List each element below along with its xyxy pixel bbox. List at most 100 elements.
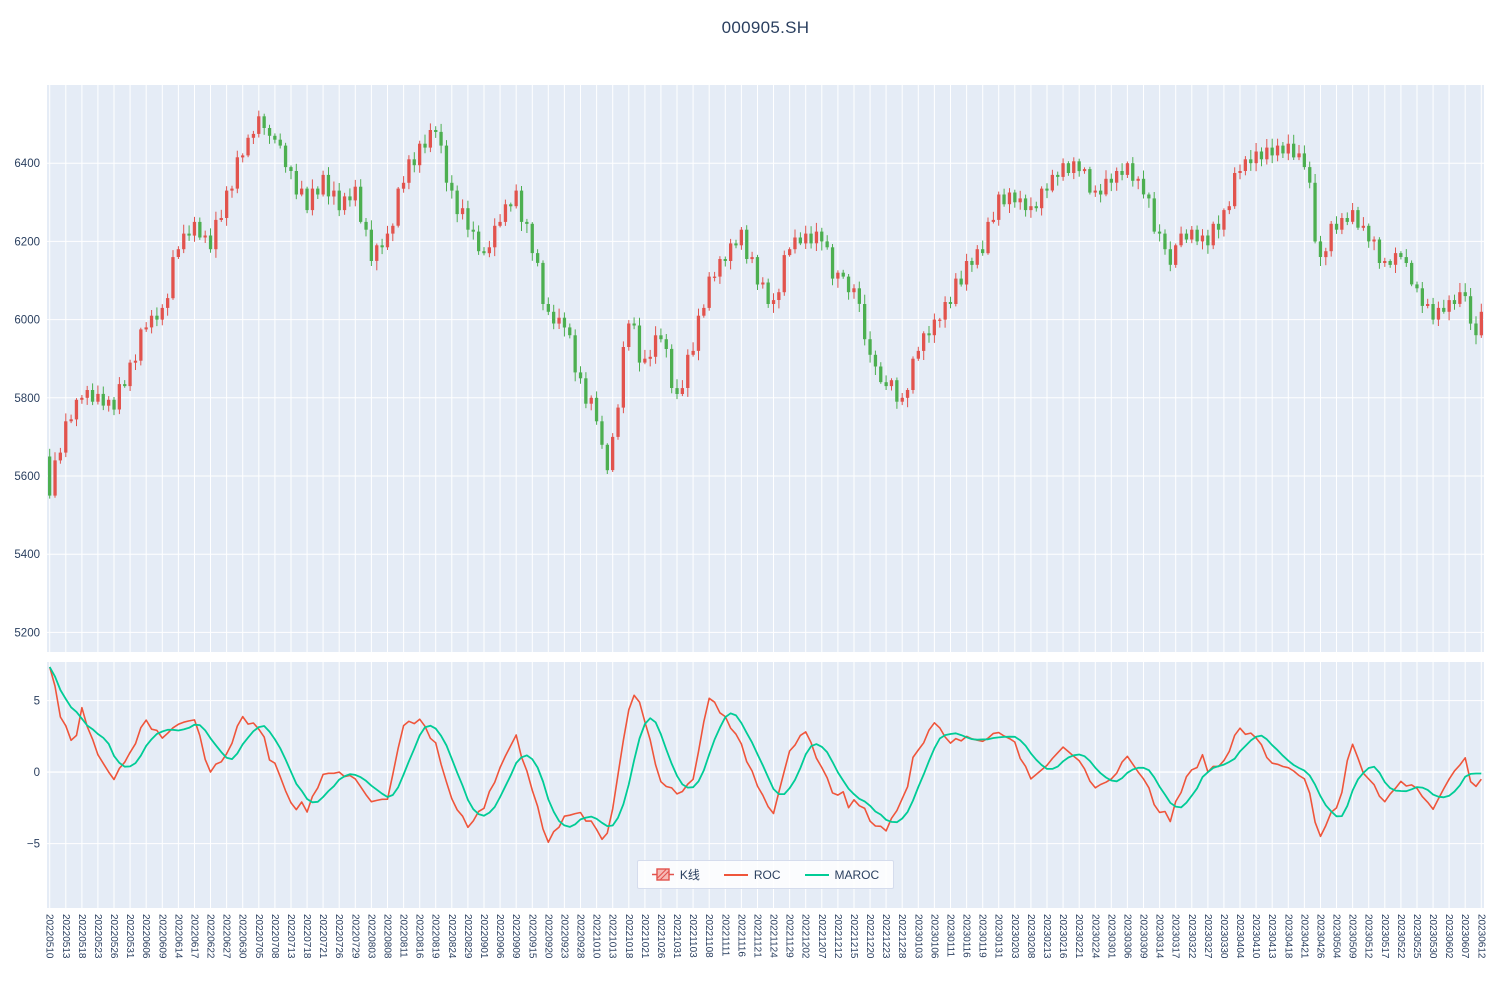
- date-axis-tick: 20230525: [1411, 914, 1422, 959]
- legend: K线 ROC MAROC: [47, 860, 1484, 889]
- date-axis-tick: 20220630: [237, 914, 248, 959]
- date-axis-tick: 20230607: [1459, 914, 1470, 959]
- date-axis-tick: 20220816: [414, 914, 425, 959]
- date-axis-tick: 20230309: [1138, 914, 1149, 959]
- date-axis-tick: 20221129: [784, 914, 795, 958]
- date-axis-tick: 20221124: [768, 914, 779, 958]
- date-axis-tick: 20220622: [205, 914, 216, 959]
- date-axis-tick: 20230221: [1073, 914, 1084, 959]
- date-axis-tick: 20230322: [1186, 914, 1197, 959]
- legend-label-roc: ROC: [753, 867, 781, 882]
- price-axis-tick: 6200: [14, 236, 40, 248]
- date-axis-tick: 20230410: [1250, 914, 1261, 959]
- maroc-line-icon: [804, 873, 829, 876]
- roc-line-icon: [723, 873, 748, 876]
- date-axis-tick: 20230509: [1347, 914, 1358, 959]
- date-axis-tick: 20220726: [333, 914, 344, 959]
- date-axis-tick: 20230404: [1234, 914, 1245, 959]
- date-axis-tick: 20221013: [607, 914, 618, 959]
- date-axis-tick: 20220909: [510, 914, 521, 959]
- date-axis-tick: 20221111: [719, 914, 730, 957]
- date-axis-tick: 20221108: [703, 914, 714, 958]
- legend-label-maroc: MAROC: [834, 867, 880, 882]
- date-axis-tick: 20230413: [1266, 914, 1277, 959]
- legend-item-kline[interactable]: K线: [651, 866, 700, 883]
- main-panel-bg: [47, 85, 1484, 652]
- date-axis-tick: 20230330: [1218, 914, 1229, 959]
- date-axis-tick: 20230106: [928, 914, 939, 959]
- date-axis-tick: 20220721: [317, 914, 328, 959]
- date-axis-tick: 20221116: [735, 914, 746, 957]
- date-axis-tick: 20221212: [832, 914, 843, 959]
- price-axis-tick: 6400: [14, 158, 40, 170]
- date-axis-tick: 20220518: [76, 914, 87, 959]
- date-axis-tick: 20220614: [172, 914, 183, 959]
- maroc-line: [48, 666, 1482, 828]
- date-axis-tick: 20220617: [189, 914, 200, 959]
- date-axis-tick: 20220906: [494, 914, 505, 959]
- date-axis-tick: 20230418: [1282, 914, 1293, 959]
- price-axis-tick: 5400: [14, 549, 40, 561]
- date-axis: 20220510 20220513 20220518 20220523 20220526…: [44, 914, 1487, 959]
- date-axis-tick: 20230224: [1089, 914, 1100, 959]
- date-axis-tick: 20220803: [365, 914, 376, 959]
- chart-title: 000905.SH: [721, 18, 810, 37]
- date-axis-tick: 20230216: [1057, 914, 1068, 959]
- date-axis-tick: 20230213: [1041, 914, 1052, 959]
- date-axis-tick: 20221031: [671, 914, 682, 959]
- date-axis-tick: 20221215: [848, 914, 859, 959]
- osc-axis-tick: 5: [34, 696, 40, 708]
- date-axis-tick: 20221223: [880, 914, 891, 959]
- osc-axis-tick: −5: [27, 839, 40, 851]
- date-axis-tick: 20230530: [1427, 914, 1438, 959]
- date-axis-tick: 20220923: [558, 914, 569, 959]
- date-axis-tick: 20220609: [156, 914, 167, 959]
- date-axis-tick: 20230103: [912, 914, 923, 959]
- date-axis-tick: 20221202: [800, 914, 811, 959]
- date-axis-tick: 20220705: [253, 914, 264, 959]
- date-axis-tick: 20220606: [140, 914, 151, 959]
- date-axis-tick: 20221021: [639, 914, 650, 959]
- price-axis-tick: 5600: [14, 471, 40, 483]
- date-axis-tick: 20230208: [1025, 914, 1036, 959]
- date-axis-tick: 20220708: [269, 914, 280, 959]
- date-axis-tick: 20230111: [945, 914, 956, 957]
- osc-axis-tick: 0: [34, 767, 40, 779]
- kline-swatch-icon: [651, 868, 674, 881]
- date-axis-tick: 20230612: [1475, 914, 1486, 959]
- price-axis-tick: 5200: [14, 627, 40, 639]
- date-axis-tick: 20230131: [993, 914, 1004, 959]
- legend-item-maroc[interactable]: MAROC: [804, 867, 880, 882]
- date-axis-tick: 20220824: [446, 914, 457, 959]
- price-axis: 5200 5400 5600 5800 6000 6200 6400: [14, 158, 40, 639]
- date-axis-tick: 20230426: [1315, 914, 1326, 959]
- date-axis-tick: 20221121: [752, 914, 763, 958]
- date-axis-tick: 20220729: [349, 914, 360, 959]
- legend-label-kline: K线: [679, 868, 700, 882]
- legend-item-roc[interactable]: ROC: [723, 867, 781, 882]
- osc-axis: −5 0 5: [27, 696, 40, 851]
- date-axis-tick: 20220819: [430, 914, 441, 959]
- date-axis-tick: 20221103: [687, 914, 698, 958]
- date-axis-tick: 20221207: [816, 914, 827, 959]
- candlestick-series: [48, 110, 1483, 499]
- legend-box: K线 ROC MAROC: [636, 860, 895, 889]
- date-axis-tick: 20220513: [60, 914, 71, 959]
- date-axis-tick: 20230504: [1331, 914, 1342, 959]
- date-axis-tick: 20230317: [1170, 914, 1181, 959]
- date-axis-tick: 20220829: [462, 914, 473, 959]
- date-axis-tick: 20230301: [1105, 914, 1116, 959]
- date-axis-tick: 20220718: [301, 914, 312, 959]
- date-axis-tick: 20230116: [961, 914, 972, 958]
- date-axis-tick: 20221010: [591, 914, 602, 959]
- price-axis-tick: 6000: [14, 315, 40, 327]
- date-axis-tick: 20220811: [398, 914, 409, 958]
- date-axis-tick: 20220510: [44, 914, 55, 959]
- date-axis-tick: 20220713: [285, 914, 296, 959]
- date-axis-tick: 20220523: [92, 914, 103, 959]
- date-gridlines: [49, 85, 1482, 908]
- date-axis-tick: 20220531: [124, 914, 135, 959]
- price-axis-tick: 5800: [14, 393, 40, 405]
